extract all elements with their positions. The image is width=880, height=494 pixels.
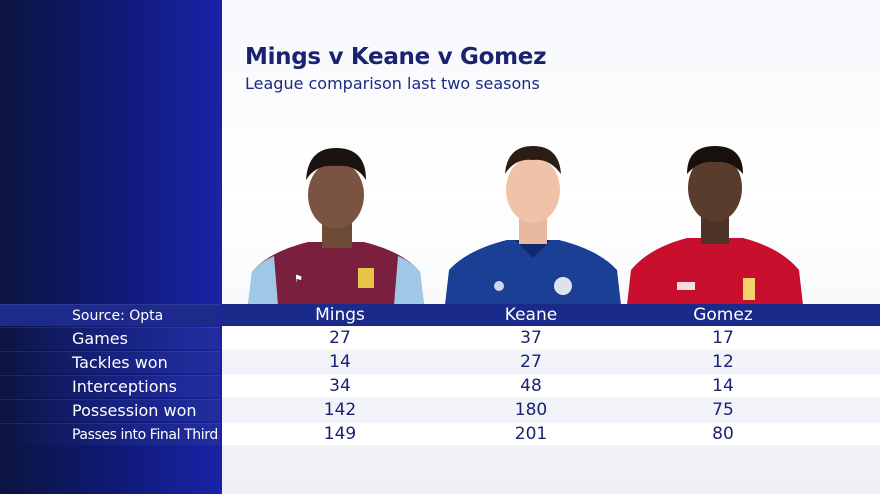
- cell-value: 27: [329, 328, 351, 348]
- player-photo-mings: ⚑: [248, 140, 424, 305]
- row-label-games: Games: [0, 327, 220, 349]
- cell-value: 34: [329, 376, 351, 396]
- source-label: Source: Opta: [0, 304, 220, 326]
- cell-value: 27: [520, 352, 542, 372]
- row-label-interceptions: Interceptions: [0, 375, 220, 397]
- cell-value: 80: [712, 424, 734, 444]
- row-label-tackles-won: Tackles won: [0, 351, 220, 373]
- header-cells: Mings Keane Gomez: [222, 304, 880, 326]
- row-cells: 149 201 80: [222, 423, 880, 445]
- graphic-subtitle: League comparison last two seasons: [245, 74, 540, 93]
- cell-value: 149: [323, 424, 357, 444]
- cell-value: 48: [520, 376, 542, 396]
- column-header-gomez: Gomez: [693, 305, 753, 325]
- cell-value: 201: [514, 424, 548, 444]
- cell-value: 14: [712, 376, 734, 396]
- row-label-possession-won: Possession won: [0, 399, 220, 421]
- table-header-row: Source: Opta Mings Keane Gomez: [0, 304, 880, 326]
- table-row: Passes into Final Third 149 201 80: [0, 423, 880, 445]
- table-row: Tackles won 14 27 12: [0, 351, 880, 373]
- column-header-mings: Mings: [315, 305, 365, 325]
- row-cells: 27 37 17: [222, 327, 880, 349]
- cell-value: 37: [520, 328, 542, 348]
- player-photo-keane: [445, 140, 621, 305]
- column-header-keane: Keane: [504, 305, 558, 325]
- row-cells: 14 27 12: [222, 351, 880, 373]
- svg-text:⚑: ⚑: [294, 274, 303, 285]
- row-cells: 34 48 14: [222, 375, 880, 397]
- table-row: Games 27 37 17: [0, 327, 880, 349]
- cell-value: 75: [712, 400, 734, 420]
- graphic-title: Mings v Keane v Gomez: [245, 44, 547, 70]
- row-label-passes-final-third: Passes into Final Third: [0, 423, 220, 445]
- row-cells: 142 180 75: [222, 399, 880, 421]
- table-row: Interceptions 34 48 14: [0, 375, 880, 397]
- table-row: Possession won 142 180 75: [0, 399, 880, 421]
- player-photo-gomez: [627, 140, 803, 305]
- cell-value: 14: [329, 352, 351, 372]
- broadcaster-logo-watermark: [740, 22, 850, 42]
- cell-value: 142: [323, 400, 357, 420]
- cell-value: 12: [712, 352, 734, 372]
- cell-value: 180: [514, 400, 548, 420]
- cell-value: 17: [712, 328, 734, 348]
